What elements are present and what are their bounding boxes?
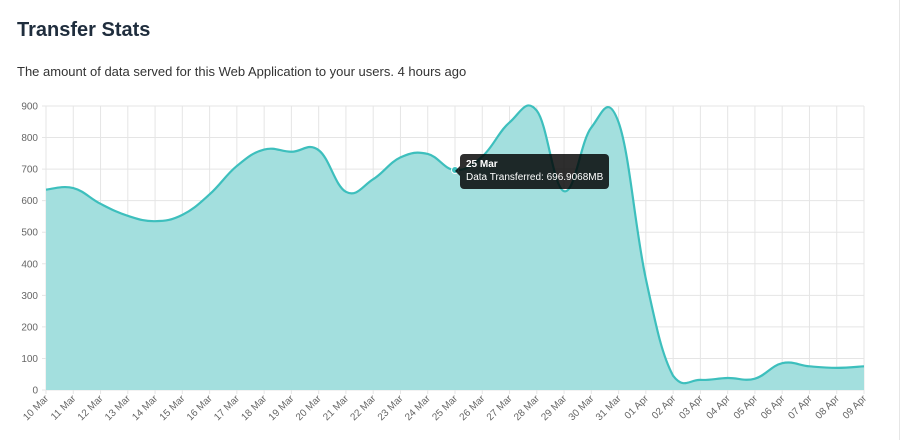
x-tick-label: 09 Apr (841, 393, 870, 422)
x-tick-label: 17 Mar (212, 393, 242, 423)
y-tick-label: 900 (21, 102, 38, 113)
x-tick-label: 31 Mar (594, 393, 624, 423)
y-tick-label: 500 (21, 228, 38, 239)
x-tick-label: 19 Mar (267, 393, 297, 423)
x-tick-label: 13 Mar (103, 393, 133, 423)
y-axis-ticks: 0 100 200 300 400 500 600 700 800 900 (21, 102, 38, 397)
tooltip-caret (455, 166, 460, 176)
y-tick-label: 0 (32, 386, 38, 397)
x-tick-label: 29 Mar (539, 393, 569, 423)
x-tick-label: 01 Apr (623, 393, 652, 422)
x-tick-label: 24 Mar (403, 393, 433, 423)
x-tick-label: 04 Apr (705, 393, 734, 422)
x-tick-label: 02 Apr (650, 393, 679, 422)
series-area (46, 105, 864, 390)
x-tick-label: 20 Mar (294, 393, 324, 423)
x-tick-label: 11 Mar (49, 393, 79, 423)
x-tick-label: 23 Mar (376, 393, 406, 423)
y-tick-label: 800 (21, 133, 38, 144)
x-tick-label: 27 Mar (485, 393, 515, 423)
y-tick-label: 200 (21, 322, 38, 333)
y-tick-label: 300 (21, 291, 38, 302)
x-tick-label: 15 Mar (158, 393, 188, 423)
chart-tooltip: 25 Mar Data Transferred: 696.9068MB (460, 154, 610, 189)
x-tick-label: 12 Mar (76, 393, 106, 423)
tooltip-title: 25 Mar (466, 159, 498, 170)
x-tick-label: 21 Mar (321, 393, 351, 423)
tooltip-value: Data Transferred: 696.9068MB (466, 172, 604, 183)
page-subtitle: The amount of data served for this Web A… (17, 64, 467, 79)
y-tick-label: 700 (21, 165, 38, 176)
x-tick-label: 25 Mar (430, 393, 460, 423)
x-tick-label: 05 Apr (732, 393, 761, 422)
x-tick-label: 06 Apr (759, 393, 788, 422)
y-tick-label: 100 (21, 354, 38, 365)
x-tick-label: 14 Mar (130, 393, 160, 423)
x-tick-label: 30 Mar (567, 393, 597, 423)
page-title: Transfer Stats (17, 19, 151, 41)
x-tick-label: 07 Apr (786, 393, 815, 422)
x-tick-label: 22 Mar (349, 393, 379, 423)
y-tick-label: 600 (21, 196, 38, 207)
x-tick-label: 08 Apr (814, 393, 843, 422)
x-tick-label: 26 Mar (458, 393, 488, 423)
x-tick-label: 03 Apr (677, 393, 706, 422)
x-tick-label: 16 Mar (185, 393, 215, 423)
x-tick-label: 28 Mar (512, 393, 542, 423)
y-tick-label: 400 (21, 259, 38, 270)
x-tick-label: 18 Mar (239, 393, 269, 423)
x-tick-label: 10 Mar (21, 393, 51, 423)
